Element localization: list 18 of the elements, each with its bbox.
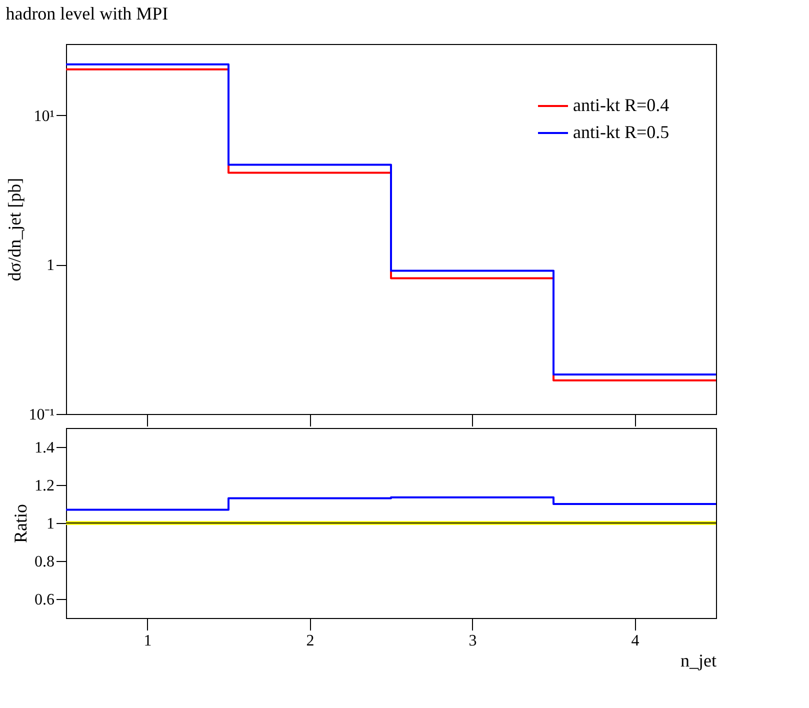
y-tick-label: 10¹ <box>34 108 55 125</box>
x-axis-title: n_jet <box>680 650 716 670</box>
x-tick-label: 1 <box>144 632 152 650</box>
y-tick-label: 1 <box>46 257 54 274</box>
chart-title: hadron level with MPI <box>6 4 168 24</box>
y-tick-label: 1.2 <box>34 478 54 494</box>
legend-label: anti-kt R=0.5 <box>573 122 670 142</box>
x-tick-label: 3 <box>468 632 477 650</box>
x-tick-label: 4 <box>631 632 640 650</box>
legend-label: anti-kt R=0.4 <box>573 95 670 115</box>
y-axis-title: Ratio <box>10 504 30 543</box>
y-tick-label: 0.8 <box>34 554 54 570</box>
y-tick-label: 1.4 <box>34 440 54 456</box>
y-tick-label: 0.6 <box>34 592 54 608</box>
y-axis-title: dσ/dn_jet [pb] <box>4 178 25 282</box>
y-tick-label: 10⁻¹ <box>28 406 55 424</box>
y-tick-label: 1 <box>46 516 54 532</box>
x-tick-label: 2 <box>306 632 314 650</box>
